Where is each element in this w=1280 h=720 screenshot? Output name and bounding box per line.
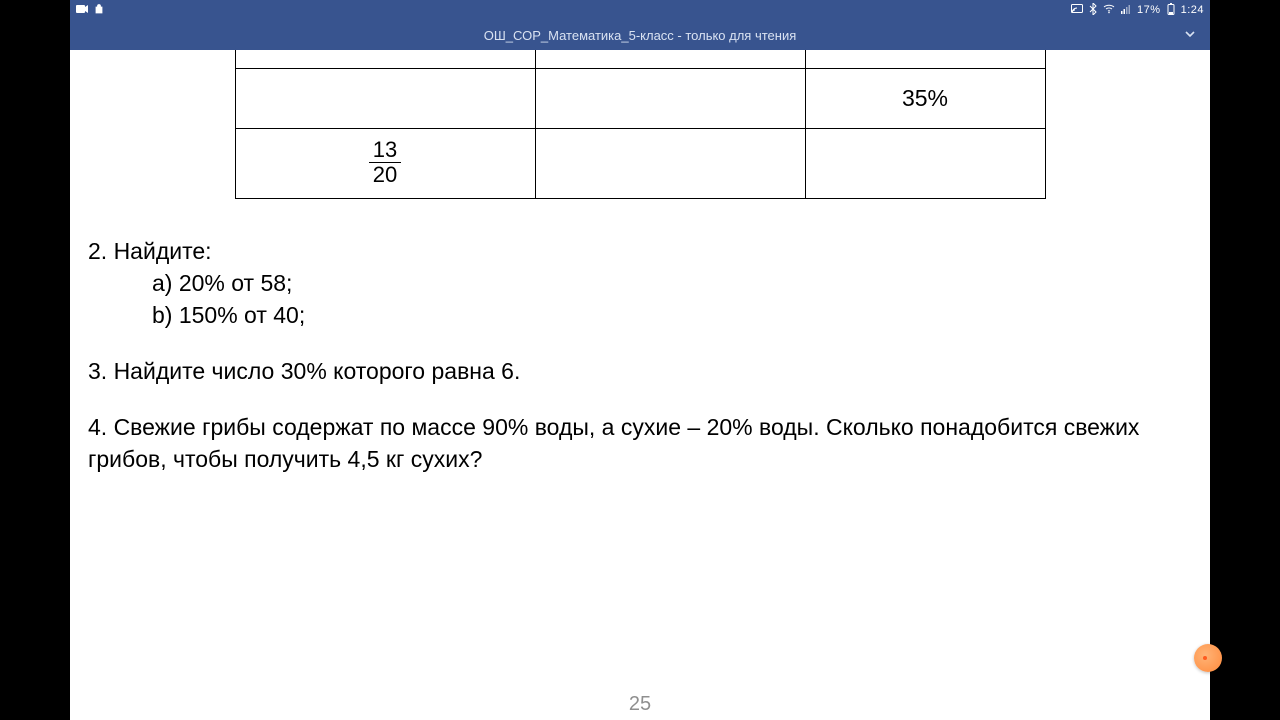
q2a: a) 20% от 58; xyxy=(88,267,1192,299)
bluetooth-icon xyxy=(1089,3,1097,18)
tablet-screen: 17% 1:24 ОШ_СОР_Математика_5-класс - тол… xyxy=(70,0,1210,720)
table-cell xyxy=(805,50,1045,68)
q4: 4. Свежие грибы содержат по массе 90% во… xyxy=(88,411,1192,475)
table-cell xyxy=(535,68,805,128)
table-row: 35% xyxy=(235,68,1045,128)
cast-icon xyxy=(1071,4,1083,17)
status-left xyxy=(76,4,104,17)
chevron-down-icon[interactable] xyxy=(1184,28,1196,40)
q2-heading: 2. Найдите: xyxy=(88,235,1192,267)
table-cell xyxy=(535,50,805,68)
wifi-icon xyxy=(1103,4,1115,17)
clock-text: 1:24 xyxy=(1181,4,1204,16)
percent-table: 35% 13 20 xyxy=(235,50,1046,199)
table-cell xyxy=(805,128,1045,198)
fraction: 13 20 xyxy=(369,138,401,185)
table-row xyxy=(235,50,1045,68)
page-number: 25 xyxy=(70,693,1210,716)
table-cell xyxy=(235,50,535,68)
q2b: b) 150% от 40; xyxy=(88,299,1192,331)
battery-text: 17% xyxy=(1137,4,1161,16)
status-bar: 17% 1:24 xyxy=(70,0,1210,20)
table-row: 13 20 xyxy=(235,128,1045,198)
assist-bubble-icon[interactable] xyxy=(1194,644,1222,672)
document-title: ОШ_СОР_Математика_5-класс - только для ч… xyxy=(484,28,797,43)
status-right: 17% 1:24 xyxy=(1071,3,1204,18)
table-cell xyxy=(235,68,535,128)
q3: 3. Найдите число 30% которого равна 6. xyxy=(88,355,1192,387)
title-bar: ОШ_СОР_Математика_5-класс - только для ч… xyxy=(70,20,1210,50)
fraction-numerator: 13 xyxy=(369,138,401,162)
table-cell: 35% xyxy=(805,68,1045,128)
battery-icon xyxy=(1167,3,1175,18)
fraction-denominator: 20 xyxy=(369,163,401,186)
pillarbox-right xyxy=(1210,0,1280,720)
pillarbox-left xyxy=(0,0,70,720)
exercises: 2. Найдите: a) 20% от 58; b) 150% от 40;… xyxy=(86,235,1194,476)
camera-icon xyxy=(76,4,88,17)
signal-icon xyxy=(1121,4,1131,17)
table-cell: 13 20 xyxy=(235,128,535,198)
document-page: 35% 13 20 2. Найдите: a) 20% от 58; xyxy=(70,50,1210,720)
table-cell xyxy=(535,128,805,198)
bag-icon xyxy=(94,4,104,17)
